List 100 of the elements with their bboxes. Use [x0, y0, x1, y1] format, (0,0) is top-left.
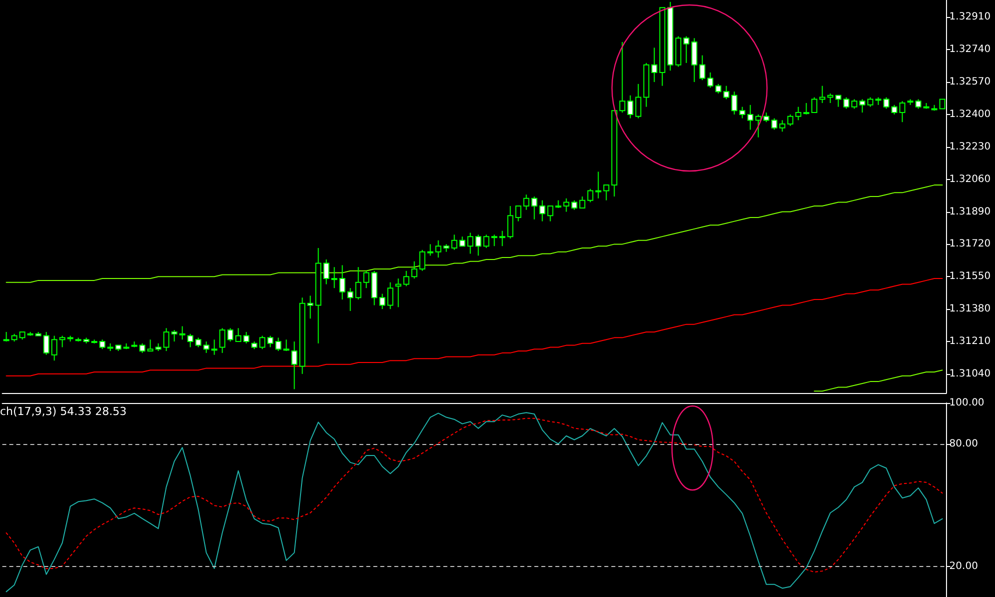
y-tick-label: 1.32400 [949, 108, 991, 120]
candlestick [635, 83, 642, 119]
candlestick [891, 104, 898, 115]
candlestick [323, 258, 330, 285]
candlestick [603, 184, 610, 201]
y-tick-label: 1.31720 [949, 238, 991, 250]
candlestick [539, 200, 546, 222]
candlestick [259, 335, 266, 350]
candlestick [451, 234, 458, 250]
candlestick [283, 339, 290, 352]
y-tick-label: 100.00 [949, 398, 984, 408]
candlestick [3, 331, 10, 342]
candlestick [843, 96, 850, 110]
candlestick [467, 232, 474, 254]
candlestick [531, 196, 538, 220]
chart-title: ch(17,9,3) 54.33 28.53 [0, 405, 127, 418]
candlestick [723, 85, 730, 100]
y-tick-label: 1.31550 [949, 271, 991, 282]
candlestick [195, 337, 202, 348]
candlestick [883, 96, 890, 110]
candlestick [771, 118, 778, 130]
candlestick [459, 236, 466, 247]
candlestick [691, 38, 698, 83]
y-tick-label: 1.32570 [949, 76, 991, 88]
y-tick-label: 1.31380 [949, 304, 991, 315]
candlestick [59, 335, 66, 348]
y-tick-label: 80.00 [949, 438, 978, 450]
candlestick [307, 295, 314, 320]
candlestick [491, 234, 498, 247]
candlestick [827, 92, 834, 104]
candlestick [587, 188, 594, 203]
candlestick [395, 278, 402, 308]
candlestick [163, 328, 170, 352]
candlestick [571, 200, 578, 210]
candlestick [507, 206, 514, 239]
candlestick [803, 102, 810, 115]
candlestick [475, 234, 482, 256]
y-tick-label: 1.31040 [949, 368, 991, 380]
line-series [6, 278, 943, 376]
candlestick [51, 335, 58, 362]
candlestick [147, 339, 154, 352]
candlestick [235, 328, 242, 342]
candlestick [739, 106, 746, 119]
candlestick [731, 91, 738, 115]
candlestick [595, 171, 602, 199]
candlestick [851, 98, 858, 110]
y-tick-label: 1.32910 [949, 12, 991, 23]
candlestick [747, 104, 754, 130]
candlestick [339, 264, 346, 300]
candlestick [139, 342, 146, 354]
candlestick [707, 72, 714, 88]
candlestick [619, 41, 626, 114]
candlestick [515, 206, 522, 222]
candlestick [787, 114, 794, 126]
candlestick [355, 266, 362, 300]
y-tick-label: 1.32740 [949, 44, 991, 56]
candlestick [835, 94, 842, 108]
candlestick [411, 260, 418, 280]
candlestick [99, 339, 106, 350]
candlestick [579, 196, 586, 208]
candlestick [523, 194, 530, 210]
candlestick [267, 335, 274, 348]
candlestick [187, 333, 194, 348]
y-tick-label: 1.31210 [949, 336, 991, 347]
candlestick [291, 340, 298, 390]
candlestick [627, 94, 634, 119]
candlestick [499, 230, 506, 247]
candlestick [939, 98, 946, 110]
candlestick [651, 47, 658, 83]
candlestick [763, 112, 770, 123]
line-series [814, 370, 943, 392]
candlestick [179, 326, 186, 340]
candlestick [347, 288, 354, 312]
candlestick [331, 266, 338, 289]
y-tick-label: 1.31890 [949, 206, 991, 218]
candlestick [387, 282, 394, 310]
candlestick [243, 331, 250, 344]
candlestick [203, 340, 210, 354]
y-tick-label: 1.32230 [949, 141, 991, 152]
candlestick [899, 100, 906, 123]
candlestick [819, 85, 826, 104]
line-series [6, 184, 943, 283]
candlestick [211, 339, 218, 356]
candlestick [43, 331, 50, 356]
candlestick [379, 293, 386, 310]
candlestick [363, 270, 370, 289]
candlestick [867, 96, 874, 108]
candlestick [227, 328, 234, 342]
candlestick [795, 106, 802, 121]
candlestick [915, 98, 922, 110]
candlestick [483, 234, 490, 249]
candlestick [779, 120, 786, 132]
candlestick [219, 328, 226, 354]
candlestick [435, 240, 442, 258]
candlestick [699, 54, 706, 81]
candlestick [275, 337, 282, 352]
candlestick [419, 249, 426, 272]
y-tick-label: 1.32060 [949, 174, 991, 185]
candlestick [683, 36, 690, 64]
candlestick [427, 244, 434, 256]
